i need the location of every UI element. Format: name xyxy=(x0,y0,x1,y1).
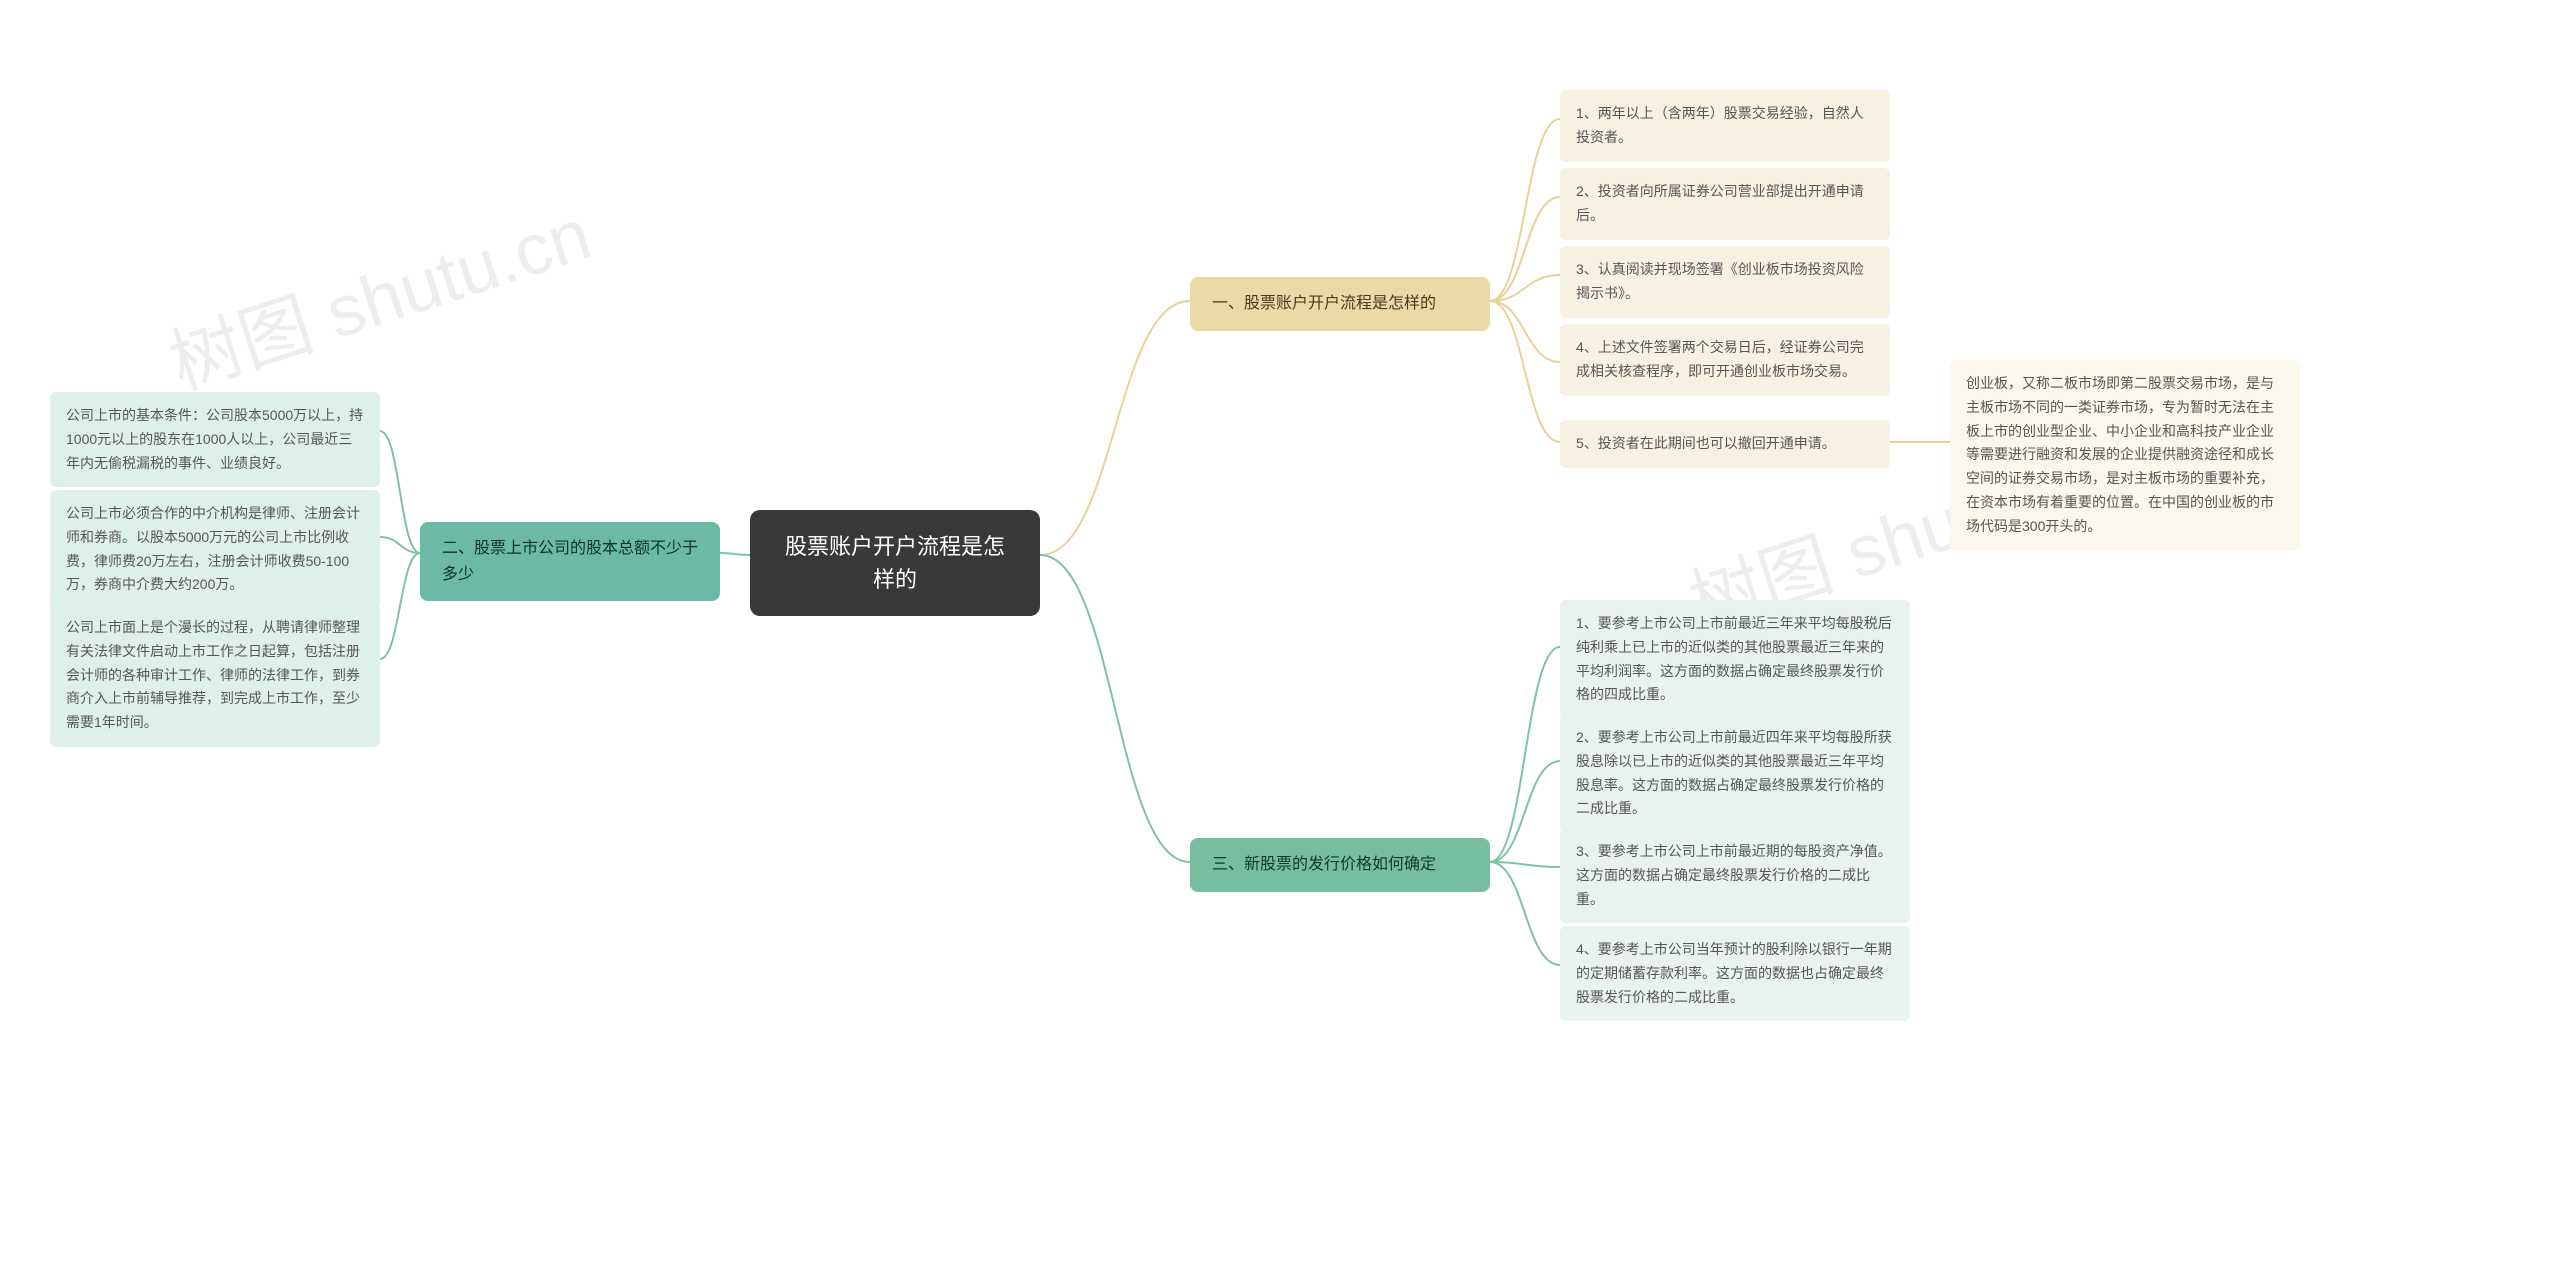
connector-layer xyxy=(0,0,2560,1261)
branch-3-leaf-2: 2、要参考上市公司上市前最近四年来平均每股所获股息除以已上市的近似类的其他股票最… xyxy=(1560,714,1910,833)
branch-1-leaf-5-sub: 创业板，又称二板市场即第二股票交易市场，是与主板市场不同的一类证券市场，专为暂时… xyxy=(1950,360,2300,551)
branch-1-leaf-2: 2、投资者向所属证券公司营业部提出开通申请后。 xyxy=(1560,168,1890,240)
root-node[interactable]: 股票账户开户流程是怎样的 xyxy=(750,510,1040,616)
branch-3[interactable]: 三、新股票的发行价格如何确定 xyxy=(1190,838,1490,892)
branch-1-leaf-5: 5、投资者在此期间也可以撤回开通申请。 xyxy=(1560,420,1890,468)
branch-1[interactable]: 一、股票账户开户流程是怎样的 xyxy=(1190,277,1490,331)
branch-1-leaf-1: 1、两年以上（含两年）股票交易经验，自然人投资者。 xyxy=(1560,90,1890,162)
branch-3-leaf-4: 4、要参考上市公司当年预计的股利除以银行一年期的定期储蓄存款利率。这方面的数据也… xyxy=(1560,926,1910,1021)
branch-2[interactable]: 二、股票上市公司的股本总额不少于多少 xyxy=(420,522,720,601)
branch-2-leaf-2: 公司上市必须合作的中介机构是律师、注册会计师和券商。以股本5000万元的公司上市… xyxy=(50,490,380,609)
watermark-1: 树图 shutu.cn xyxy=(154,175,601,410)
branch-1-leaf-4: 4、上述文件签署两个交易日后，经证券公司完成相关核查程序，即可开通创业板市场交易… xyxy=(1560,324,1890,396)
branch-2-leaf-3: 公司上市面上是个漫长的过程，从聘请律师整理有关法律文件启动上市工作之日起算，包括… xyxy=(50,604,380,747)
branch-1-leaf-3: 3、认真阅读并现场签署《创业板市场投资风险揭示书》。 xyxy=(1560,246,1890,318)
branch-3-leaf-1: 1、要参考上市公司上市前最近三年来平均每股税后纯利乘上已上市的近似类的其他股票最… xyxy=(1560,600,1910,719)
branch-2-leaf-1: 公司上市的基本条件：公司股本5000万以上，持1000元以上的股东在1000人以… xyxy=(50,392,380,487)
branch-3-leaf-3: 3、要参考上市公司上市前最近期的每股资产净值。这方面的数据占确定最终股票发行价格… xyxy=(1560,828,1910,923)
